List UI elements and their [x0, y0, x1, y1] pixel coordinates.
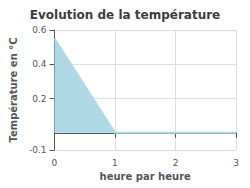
svg-text:Evolution de la température: Evolution de la température [30, 8, 221, 22]
svg-text:heure par heure: heure par heure [100, 171, 191, 182]
svg-text:0.2: 0.2 [32, 94, 46, 104]
svg-text:0.4: 0.4 [32, 59, 47, 69]
svg-text:0: 0 [52, 158, 58, 168]
svg-text:Température en °C: Température en °C [8, 37, 19, 142]
svg-text:1: 1 [112, 158, 118, 168]
svg-text:3: 3 [233, 158, 239, 168]
svg-text:-0.1: -0.1 [29, 145, 47, 155]
svg-text:2: 2 [173, 158, 179, 168]
svg-text:0.6: 0.6 [32, 25, 47, 35]
